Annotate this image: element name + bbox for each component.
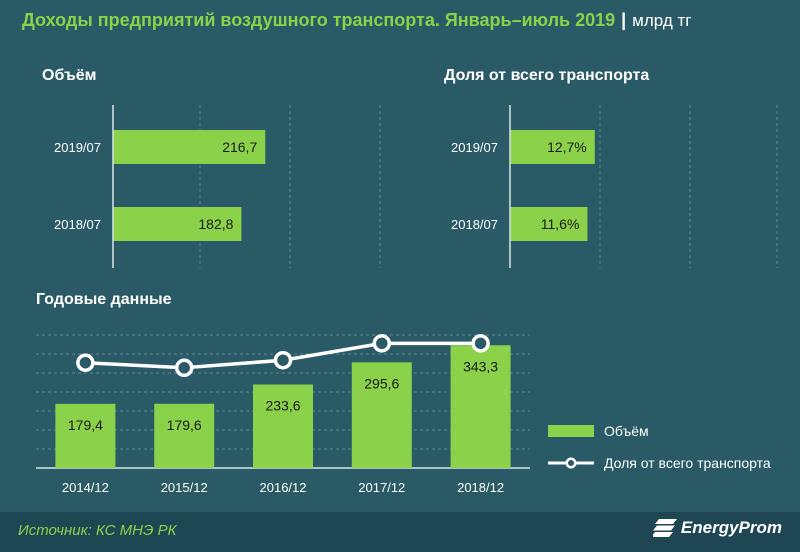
legend-bar-swatch bbox=[548, 425, 594, 437]
annual-share-point bbox=[471, 334, 490, 353]
share-bar bbox=[510, 130, 595, 164]
section-title-volume: Объём bbox=[42, 67, 97, 84]
chart-title-text: Доходы предприятий воздушного транспорта… bbox=[22, 10, 616, 30]
annual-value-label: 179,6 bbox=[167, 417, 202, 433]
annual-value-label: 295,6 bbox=[364, 375, 399, 391]
legend-bars: Объём bbox=[548, 423, 649, 439]
annual-value-label: 233,6 bbox=[265, 397, 300, 413]
volume-category-label: 2018/07 bbox=[54, 217, 101, 232]
annual-share-point bbox=[174, 358, 194, 378]
title-separator: | bbox=[621, 10, 627, 30]
annual-share-point bbox=[273, 350, 293, 370]
annual-category-label: 2017/12 bbox=[358, 480, 405, 495]
annual-value-label: 343,3 bbox=[463, 358, 498, 374]
chart-title: Доходы предприятий воздушного транспорта… bbox=[22, 10, 691, 31]
source-text: Источник: КС МНЭ РК bbox=[18, 522, 177, 539]
logo: EnergyProm bbox=[652, 518, 782, 538]
section-title-share: Доля от всего транспорта bbox=[444, 67, 650, 84]
legend-line-label: Доля от всего транспорта bbox=[604, 455, 771, 471]
annual-value-label: 179,4 bbox=[68, 417, 103, 433]
share-value-label: 12,7% bbox=[547, 139, 587, 155]
logo-icon bbox=[652, 519, 677, 537]
annual-bar bbox=[351, 362, 412, 468]
annual-bar bbox=[154, 403, 215, 468]
annual-category-label: 2015/12 bbox=[161, 480, 208, 495]
legend-line-swatch bbox=[548, 457, 594, 469]
share-value-label: 11,6% bbox=[541, 216, 580, 232]
annual-bar bbox=[253, 384, 313, 468]
annual-share-point bbox=[372, 334, 392, 353]
annual-share-point bbox=[76, 353, 95, 372]
annual-category-label: 2014/12 bbox=[62, 480, 109, 495]
volume-category-label: 2019/07 bbox=[54, 140, 101, 155]
share-category-label: 2019/07 bbox=[451, 140, 498, 155]
logo-text: EnergyProm bbox=[680, 518, 782, 537]
annual-bar bbox=[55, 403, 116, 468]
volume-bar bbox=[113, 207, 242, 241]
legend-line: Доля от всего транспорта bbox=[548, 455, 771, 471]
annual-category-label: 2016/12 bbox=[260, 480, 307, 495]
annual-bar bbox=[450, 345, 511, 468]
section-title-annual: Годовые данные bbox=[36, 291, 172, 308]
share-category-label: 2018/07 bbox=[451, 217, 498, 232]
share-bar bbox=[510, 207, 588, 241]
annual-category-label: 2018/12 bbox=[457, 480, 504, 495]
charts-canvas: 216,7 2019/07 182,8 2018/07 12,7% 2019/07 11,6… bbox=[36, 105, 778, 495]
unit-label: млрд тг bbox=[632, 11, 692, 30]
volume-value-label: 182,8 bbox=[198, 216, 233, 232]
volume-value-label: 216,7 bbox=[222, 139, 257, 155]
legend-bar-label: Объём bbox=[604, 423, 649, 439]
volume-bar bbox=[113, 130, 266, 164]
